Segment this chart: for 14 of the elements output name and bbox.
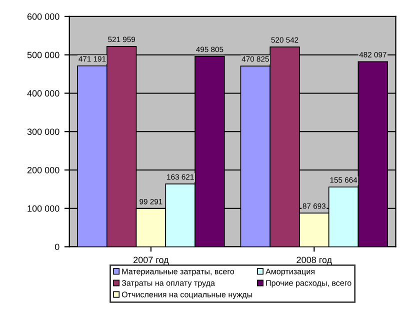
legend-label: Амортизация bbox=[266, 268, 314, 276]
y-tick-label: 100 000 bbox=[28, 205, 60, 212]
y-tick-label: 0 bbox=[54, 244, 60, 250]
legend-label: Прочие расходы, всего bbox=[266, 280, 352, 288]
y-tick-label: 500 000 bbox=[27, 52, 60, 58]
legend-label: Затраты на оплату труда bbox=[122, 280, 215, 288]
y-tick-label: 200 000 bbox=[27, 166, 60, 174]
x-tick-label: 2008 год bbox=[296, 256, 332, 265]
y-tick-label: 400 000 bbox=[27, 90, 60, 97]
legend-label: Материальные затраты, всего bbox=[122, 268, 234, 276]
x-tick-label: 2007 год bbox=[134, 256, 169, 265]
legend-label: Отчисления на социальные нужды bbox=[122, 292, 252, 299]
y-tick-label: 600 000 bbox=[27, 13, 60, 20]
y-tick-label: 300 000 bbox=[27, 128, 60, 135]
